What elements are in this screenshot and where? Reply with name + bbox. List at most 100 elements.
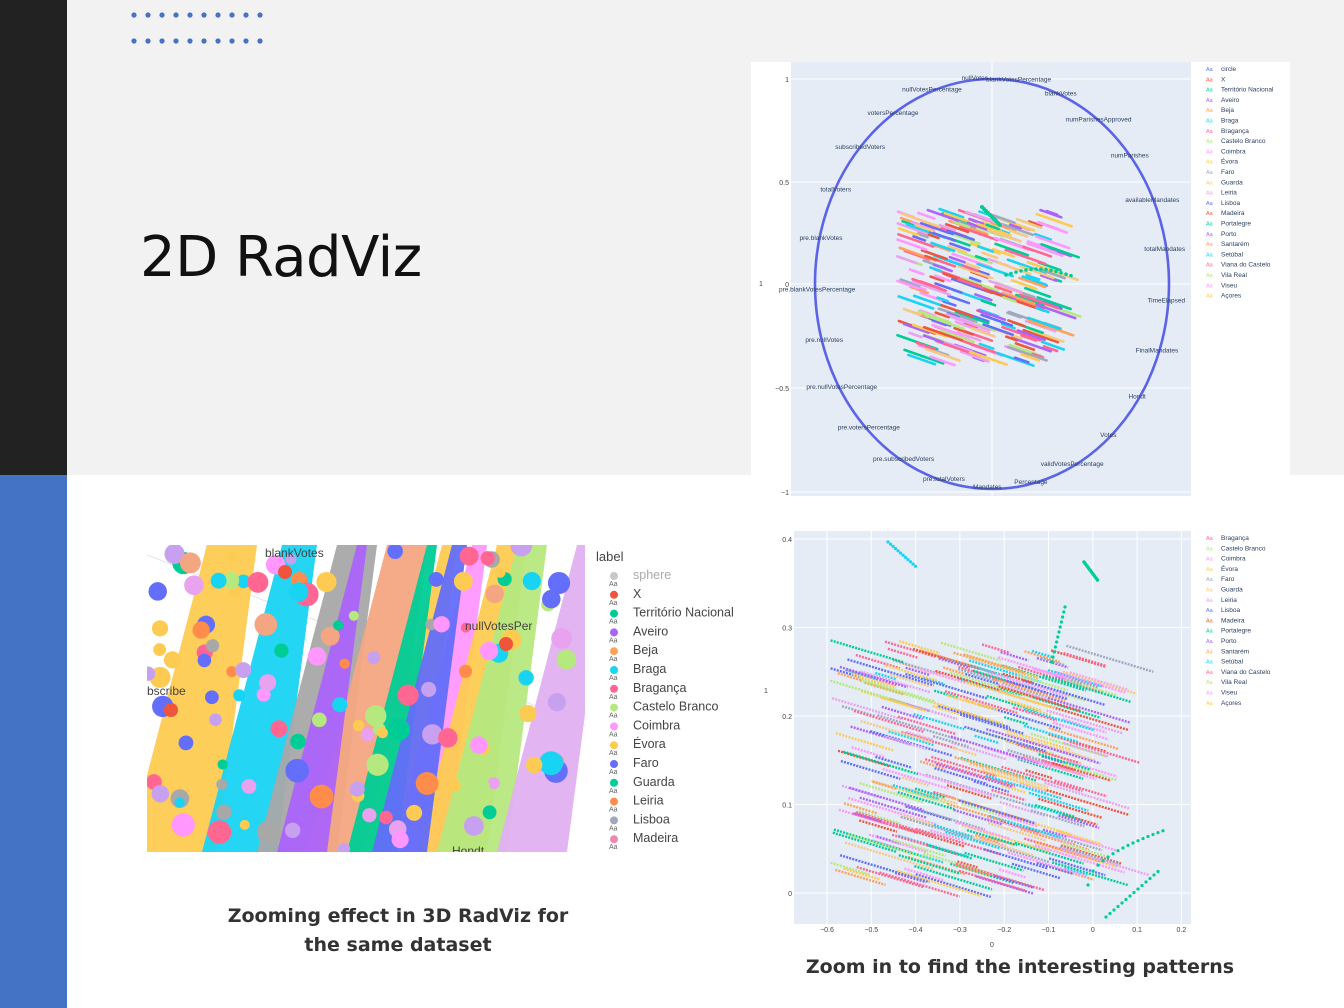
legend-item: circle (1221, 66, 1237, 73)
data-blob (447, 778, 461, 792)
data-streak (997, 683, 1051, 702)
data-streak (928, 230, 957, 243)
data-streak (914, 787, 946, 799)
legend-symbol: Aa (1206, 222, 1214, 228)
data-streak (1012, 706, 1058, 722)
anchor-label: bscribe (147, 684, 186, 698)
data-streak (1028, 791, 1089, 812)
legend-item: Porto (1221, 638, 1237, 645)
radviz-2d-plot[interactable]: 1 0.5 0 −0.5 −1 1 nullVotesPercentage nullVotes… (751, 62, 1290, 497)
data-streak (1013, 356, 1030, 364)
anchor-label: pre.votersPercentage (838, 425, 901, 432)
data-point (1120, 901, 1124, 905)
data-streak (897, 715, 957, 736)
data-streak (1035, 212, 1074, 228)
data-blob (459, 546, 479, 566)
data-blob (209, 713, 222, 727)
legend-symbol: Aa (1206, 598, 1214, 604)
data-streak (997, 656, 1073, 681)
data-streak (946, 229, 975, 241)
data-streak (1026, 240, 1044, 248)
data-streak (1063, 741, 1109, 758)
data-blob (422, 724, 443, 745)
data-point (1116, 904, 1120, 909)
legend-symbol: Aa (1206, 211, 1214, 217)
data-streak (1031, 352, 1045, 359)
data-streak (1018, 293, 1060, 310)
data-point (1126, 843, 1130, 848)
data-streak (1052, 761, 1112, 782)
data-streak (1048, 726, 1120, 751)
data-point (886, 540, 890, 544)
data-streak (916, 771, 995, 798)
data-point (1052, 650, 1056, 654)
data-streak (948, 255, 966, 264)
radviz-3d-zoom-plot[interactable]: blankVotes nullVotesPer bscribe Hondt label A… (147, 545, 747, 852)
x-tick-label: 0 (1091, 927, 1095, 934)
data-streak (1062, 813, 1098, 826)
legend-symbol: Aa (1206, 191, 1214, 197)
data-streak (1022, 739, 1101, 765)
data-blob (438, 728, 458, 748)
data-streak (944, 690, 1018, 715)
legend-item: Setúbal (1221, 659, 1244, 666)
data-streak (922, 334, 944, 344)
plot-area (794, 531, 1191, 924)
data-streak (1030, 732, 1107, 758)
data-streak (1042, 674, 1132, 704)
data-point (1057, 630, 1061, 634)
data-streak (1052, 721, 1109, 741)
data-streak (1024, 756, 1097, 781)
decor-dot (243, 38, 249, 44)
data-streak (829, 679, 906, 705)
data-streak (943, 212, 972, 224)
data-streak (915, 827, 1000, 856)
data-blob (236, 574, 251, 589)
data-point (1019, 269, 1023, 273)
data-point (1136, 887, 1140, 891)
data-point (1051, 655, 1055, 659)
data-streak (901, 219, 915, 227)
caption-left-line2: the same dataset (304, 934, 492, 956)
data-streak (897, 295, 935, 310)
data-streak (977, 309, 1007, 321)
data-streak (842, 750, 919, 776)
caption-right: Zoom in to find the interesting patterns (805, 956, 1235, 978)
data-streak (1017, 757, 1084, 780)
legend-item: Porto (1221, 231, 1237, 238)
slide-title: 2D RadViz (140, 225, 422, 290)
data-streak (860, 719, 932, 744)
data-streak (940, 329, 976, 344)
data-blob (473, 778, 490, 796)
data-blob (239, 819, 250, 830)
data-streak (957, 860, 978, 869)
data-blob (542, 589, 561, 609)
data-streak (859, 796, 928, 820)
data-streak (1034, 803, 1075, 818)
data-point (1111, 852, 1115, 856)
data-streak (851, 746, 885, 759)
legend-item: Braga (633, 662, 666, 676)
anchor-label: validVotesPercentage (1041, 461, 1104, 468)
data-streak (1048, 857, 1106, 877)
data-blob (148, 582, 167, 601)
data-streak (908, 331, 923, 339)
legend-title: label (596, 549, 624, 564)
data-blob (235, 662, 252, 679)
radviz-2d-zoomed-plot[interactable]: 0.4 0.3 0.2 0.1 0 −0.6 −0.5 −0.4 −0.3 −0.2 −0.1 0 0.… (760, 527, 1300, 952)
legend-marker (610, 572, 618, 580)
data-streak (924, 254, 939, 262)
data-streak (1035, 303, 1077, 320)
data-streak (1017, 674, 1069, 692)
data-streak (1062, 670, 1138, 695)
data-streak (973, 780, 1010, 793)
data-streak (856, 865, 924, 889)
data-streak (924, 314, 965, 331)
data-streak (993, 678, 1066, 702)
y-tick-label: −1 (781, 490, 789, 496)
anchor-label: pre.blankVotesPercentage (779, 286, 856, 293)
data-blob (482, 805, 497, 820)
data-streak (884, 640, 936, 658)
data-streak (905, 730, 935, 742)
legend-item: Portalegre (1221, 221, 1251, 228)
